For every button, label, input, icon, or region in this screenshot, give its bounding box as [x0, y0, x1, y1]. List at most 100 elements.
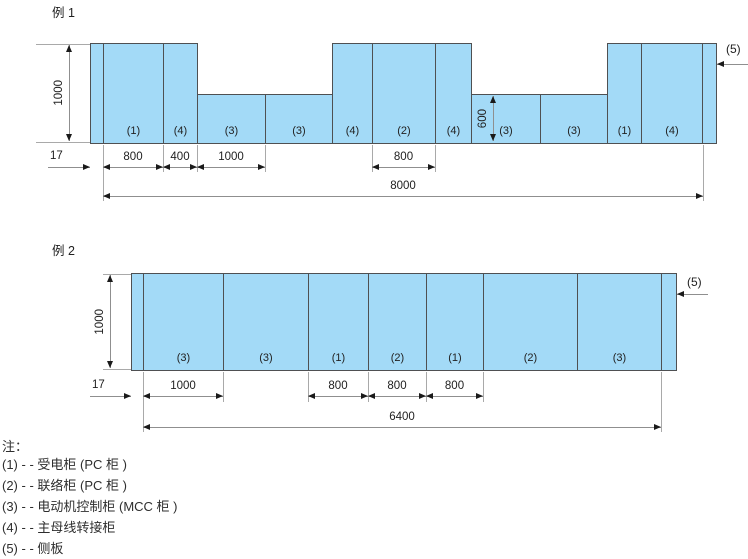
dimension-line: [493, 96, 494, 141]
cabinet-label: (3): [499, 125, 513, 137]
dim-arrow-right: [361, 393, 368, 399]
dimension-line: [426, 396, 483, 397]
cabinet-label: (3): [612, 352, 627, 364]
dimension-line: [372, 167, 435, 168]
dim-arrow-up: [490, 96, 496, 103]
extension-line: [703, 145, 704, 201]
dim-arrow-left: [143, 424, 150, 430]
extension-line: [143, 372, 144, 432]
notes-heading: 注：: [2, 439, 29, 454]
cabinet-label: (1): [448, 352, 462, 364]
dimension-line: [103, 167, 163, 168]
dim-arrow-left: [426, 393, 433, 399]
cabinet: (3): [143, 273, 224, 371]
cabinet-label: (3): [567, 125, 581, 137]
dimension-label: 17: [92, 379, 105, 391]
side-panel-right: [702, 43, 717, 144]
dimension-label: 1000: [218, 151, 244, 163]
cabinet: (3): [223, 273, 309, 371]
dimension-label: 6400: [389, 411, 415, 423]
dimension-line: [48, 167, 90, 168]
dim-arrow-right: [216, 393, 223, 399]
cabinet-label: (1): [617, 125, 632, 137]
note-item-4: (4) - - 主母线转接柜: [2, 520, 116, 535]
dimension-line: [110, 275, 111, 368]
cabinet-label: (2): [397, 125, 411, 137]
cabinet: (3): [471, 94, 541, 144]
dim-arrow-right: [258, 164, 265, 170]
cabinet: (2): [372, 43, 436, 144]
dim-arrow-right: [428, 164, 435, 170]
cabinet-label: (4): [173, 125, 188, 137]
extension-line: [368, 372, 369, 402]
extension-line: [163, 145, 164, 172]
dimension-label: 800: [393, 151, 414, 163]
dimension-label: 800: [444, 380, 465, 392]
cabinet-label: (2): [390, 352, 405, 364]
cabinet-label: (4): [665, 125, 679, 137]
dim-arrow-left: [372, 164, 379, 170]
dim-arrow-left: [103, 193, 110, 199]
dim-arrow-right: [83, 164, 90, 170]
dimension-line: [143, 427, 661, 428]
dim-arrow-left: [103, 164, 110, 170]
cabinet-label: (3): [259, 352, 273, 364]
dimension-label: 17: [50, 150, 63, 162]
dimension-line: [368, 396, 426, 397]
extension-line: [36, 142, 90, 143]
extension-line: [103, 274, 131, 275]
cabinet: (1): [426, 273, 484, 371]
cabinet: (1): [308, 273, 369, 371]
dimension-label: 800: [123, 151, 143, 163]
cabinet: (4): [435, 43, 472, 144]
cabinet: (1): [607, 43, 642, 144]
cabinet-label: (3): [292, 125, 306, 137]
note-item-5: (5) - - 侧板: [2, 541, 64, 556]
dimension-line: [143, 396, 223, 397]
cabinet-label: (3): [224, 125, 239, 137]
cabinet-label: (2): [523, 352, 538, 364]
cabinet: (4): [163, 43, 198, 144]
example-title: 例 2: [52, 244, 75, 258]
dim-arrow-up: [107, 275, 113, 282]
dim-arrow-left: [163, 164, 170, 170]
dim-arrow-down: [490, 134, 496, 141]
dim-arrow-right: [654, 424, 661, 430]
dimension-line: [197, 167, 265, 168]
note-item-2: (2) - - 联络柜 (PC 柜 ): [2, 478, 127, 493]
dimension-label: 800: [387, 380, 407, 392]
cabinet: (2): [368, 273, 427, 371]
dim-arrow-left: [143, 393, 150, 399]
dimension-label-text: 1000: [93, 308, 106, 335]
dim-arrow-right: [476, 393, 483, 399]
side-panel-callout-label: (5): [687, 275, 702, 289]
dimension-label: 8000: [390, 180, 416, 192]
dimension-label: 1000: [170, 380, 196, 392]
extension-line: [197, 145, 198, 172]
cabinet-label: (3): [176, 352, 191, 364]
cabinet: (4): [332, 43, 373, 144]
extension-line: [103, 369, 131, 370]
note-item-1: (1) - - 受电柜 (PC 柜 ): [2, 457, 127, 472]
cabinet-label: (1): [126, 125, 141, 137]
extension-line: [103, 145, 104, 201]
dimension-label: 800: [328, 380, 348, 392]
dim-arrow-right: [156, 164, 163, 170]
extension-line: [483, 372, 484, 402]
example-title: 例 1: [52, 6, 75, 20]
cabinet: (2): [483, 273, 578, 371]
dim-arrow-down: [107, 361, 113, 368]
dim-arrow-right: [419, 393, 426, 399]
cabinet: (3): [577, 273, 662, 371]
dim-arrow-right: [696, 193, 703, 199]
extension-line: [435, 145, 436, 172]
dim-arrow-right: [124, 393, 131, 399]
cabinet-label: (1): [331, 352, 346, 364]
dimension-line: [90, 396, 131, 397]
callout-arrow: [717, 61, 724, 67]
dimension-line: [163, 167, 197, 168]
side-panel-callout-label: (5): [726, 42, 741, 56]
cabinet: (1): [103, 43, 164, 144]
extension-line: [36, 44, 90, 45]
